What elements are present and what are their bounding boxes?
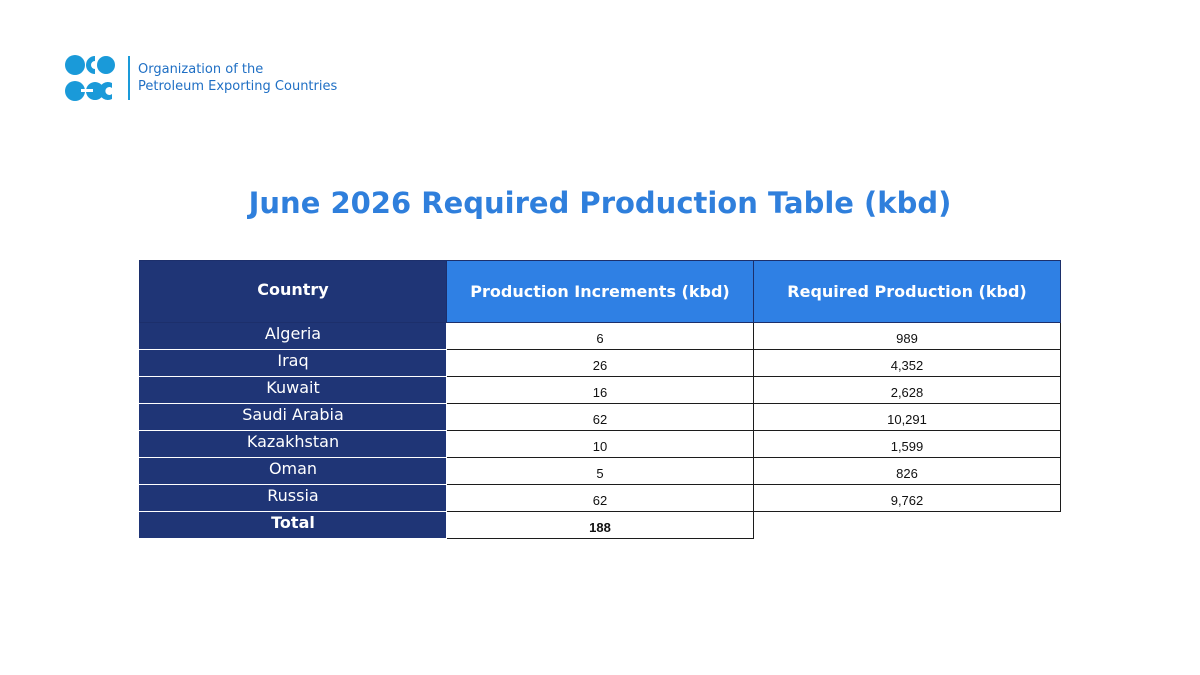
increment-cell: 6 [446, 322, 754, 350]
increment-cell: 62 [446, 484, 754, 512]
required-cell: 10,291 [753, 403, 1061, 431]
table-row: Algeria 6 989 [139, 322, 1061, 350]
increment-cell: 62 [446, 403, 754, 431]
increment-cell: 5 [446, 457, 754, 485]
total-row: Total 188 [139, 511, 1061, 539]
country-cell: Iraq [139, 349, 447, 377]
empty-cell [753, 511, 1061, 539]
org-name-line1: Organization of the [138, 62, 264, 77]
required-cell: 1,599 [753, 430, 1061, 458]
logo-divider [128, 56, 130, 100]
country-cell: Oman [139, 457, 447, 485]
required-cell: 989 [753, 322, 1061, 350]
country-cell: Kazakhstan [139, 430, 447, 458]
org-name: Organization of the Petroleum Exporting … [138, 61, 337, 95]
org-name-line2: Petroleum Exporting Countries [138, 79, 338, 94]
required-cell: 2,628 [753, 376, 1061, 404]
country-cell: Saudi Arabia [139, 403, 447, 431]
opec-logo: Organization of the Petroleum Exporting … [64, 54, 337, 102]
table-row: Oman 5 826 [139, 457, 1061, 485]
total-label: Total [139, 511, 447, 539]
table-row: Iraq 26 4,352 [139, 349, 1061, 377]
table-body: Algeria 6 989 Iraq 26 4,352 Kuwait 16 2,628 Saudi… [139, 322, 1061, 539]
page-title: June 2026 Required Production Table (kbd… [248, 186, 952, 220]
column-header-country: Country [139, 260, 447, 323]
table-row: Russia 62 9,762 [139, 484, 1061, 512]
production-table: Country Production Increments (kbd) Requ… [139, 260, 1061, 539]
increment-cell: 26 [446, 349, 754, 377]
table-header-row: Country Production Increments (kbd) Requ… [139, 260, 1061, 323]
table-row: Saudi Arabia 62 10,291 [139, 403, 1061, 431]
country-cell: Algeria [139, 322, 447, 350]
country-cell: Russia [139, 484, 447, 512]
required-cell: 9,762 [753, 484, 1061, 512]
country-cell: Kuwait [139, 376, 447, 404]
increment-cell: 10 [446, 430, 754, 458]
total-increment: 188 [446, 511, 754, 539]
table-row: Kuwait 16 2,628 [139, 376, 1061, 404]
required-cell: 4,352 [753, 349, 1061, 377]
column-header-increments: Production Increments (kbd) [446, 260, 754, 323]
required-cell: 826 [753, 457, 1061, 485]
increment-cell: 16 [446, 376, 754, 404]
opec-logo-icon [65, 55, 115, 101]
table-row: Kazakhstan 10 1,599 [139, 430, 1061, 458]
column-header-required: Required Production (kbd) [753, 260, 1061, 323]
